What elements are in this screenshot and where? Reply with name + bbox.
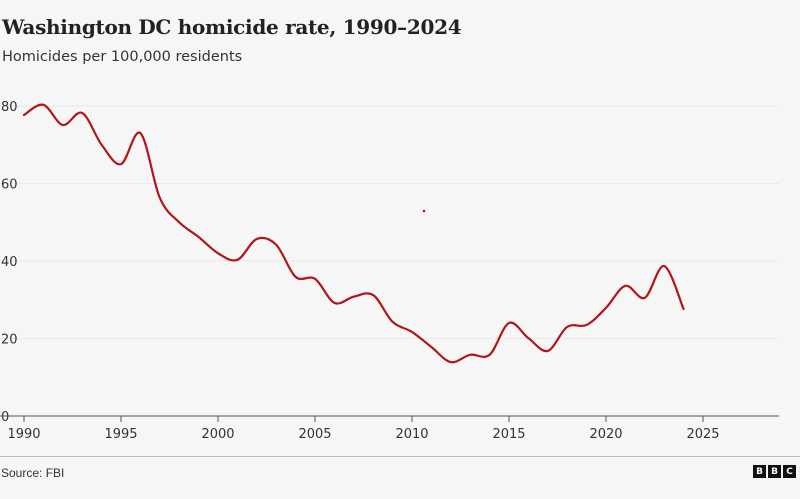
- footer-divider: [0, 456, 800, 457]
- x-tick-label: 2020: [589, 427, 622, 442]
- x-tick-label: 1995: [104, 427, 137, 442]
- y-tick-label: 60: [1, 178, 18, 193]
- x-tick-label: 2000: [201, 427, 234, 442]
- line-chart: 0 20 40 60 80 1990 1995 2000 2005 2010 2015 2020 20…: [0, 100, 779, 442]
- y-tick-label: 0: [1, 410, 9, 425]
- bbc-logo: B B C: [753, 465, 796, 478]
- logo-block-c: C: [783, 465, 796, 478]
- x-tick-label: 2005: [298, 427, 331, 442]
- y-tick-label: 20: [1, 333, 18, 348]
- stray-dot: [422, 209, 426, 213]
- logo-block-b2: B: [768, 465, 781, 478]
- series-line: [22, 103, 685, 364]
- y-tick-label: 40: [1, 255, 18, 270]
- x-tick-label: 1990: [7, 427, 40, 442]
- y-tick-label: 80: [1, 100, 18, 115]
- source-note: Source: FBI: [1, 466, 65, 480]
- x-tick-label: 2010: [395, 427, 428, 442]
- x-tick-label: 2025: [686, 427, 719, 442]
- logo-block-b1: B: [753, 465, 766, 478]
- chart-title: Washington DC homicide rate, 1990–2024: [2, 15, 462, 39]
- x-tick-label: 2015: [492, 427, 525, 442]
- chart-subtitle: Homicides per 100,000 residents: [2, 49, 243, 65]
